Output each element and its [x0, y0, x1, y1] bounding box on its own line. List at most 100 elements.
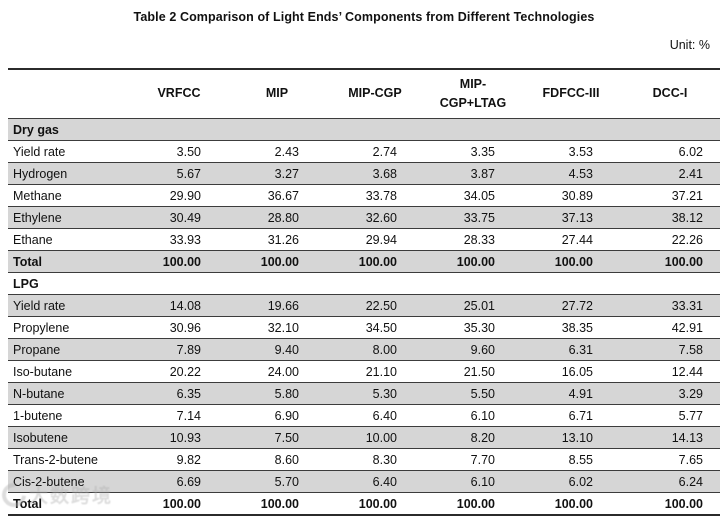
cell-value: 21.50 — [463, 364, 495, 379]
row-label: Yield rate — [13, 144, 66, 159]
column-header-mip: MIP — [265, 86, 289, 101]
cell-value: 6.10 — [470, 474, 495, 489]
cell-value: 6.31 — [568, 342, 593, 357]
cell-value: 7.70 — [470, 452, 495, 467]
cell-value: 100.00 — [664, 254, 703, 269]
cell-value: 6.69 — [176, 474, 201, 489]
cell-value: 100.00 — [358, 496, 397, 511]
row-label: Cis-2-butene — [13, 474, 85, 489]
column-header-fdfcc-iii: FDFCC-III — [542, 86, 600, 101]
cell-value: 5.67 — [176, 166, 201, 181]
cell-value — [130, 119, 228, 141]
table-row: Cis-2-butene 6.69 5.70 6.40 6.10 6.02 6.24 — [8, 470, 720, 493]
cell-value: 8.20 — [470, 430, 495, 445]
cell-value: 3.53 — [568, 144, 593, 159]
cell-value: 6.02 — [568, 474, 593, 489]
cell-value: 32.10 — [267, 320, 299, 335]
cell-value: 100.00 — [456, 496, 495, 511]
cell-value — [228, 273, 326, 295]
cell-value: 24.00 — [267, 364, 299, 379]
cell-value: 100.00 — [162, 496, 201, 511]
table-row: Propylene 30.96 32.10 34.50 35.30 38.35 42.91 — [8, 316, 720, 339]
cell-value — [620, 273, 720, 295]
cell-value — [522, 273, 620, 295]
cell-value: 29.94 — [365, 232, 397, 247]
table-row: Ethylene 30.49 28.80 32.60 33.75 37.13 38.12 — [8, 206, 720, 229]
cell-value: 3.35 — [470, 144, 495, 159]
row-label: Iso-butane — [13, 364, 73, 379]
cell-value: 100.00 — [358, 254, 397, 269]
cell-value: 7.14 — [176, 408, 201, 423]
unit-label: Unit: % — [669, 38, 710, 52]
cell-value: 10.93 — [169, 430, 201, 445]
cell-value: 27.72 — [561, 298, 593, 313]
cell-value: 31.26 — [267, 232, 299, 247]
cell-value: 100.00 — [554, 496, 593, 511]
row-label: Dry gas — [13, 122, 59, 137]
row-label: Trans-2-butene — [13, 452, 98, 467]
cell-value: 22.26 — [671, 232, 703, 247]
cell-value: 9.60 — [470, 342, 495, 357]
cell-value: 30.89 — [561, 188, 593, 203]
cell-value: 4.91 — [568, 386, 593, 401]
cell-value: 6.40 — [372, 408, 397, 423]
cell-value: 13.10 — [561, 430, 593, 445]
cell-value: 37.13 — [561, 210, 593, 225]
cell-value: 14.13 — [671, 430, 703, 445]
cell-value: 2.41 — [678, 166, 703, 181]
row-label: Hydrogen — [13, 166, 68, 181]
row-label: Propane — [13, 342, 61, 357]
cell-value: 6.24 — [678, 474, 703, 489]
row-label: Ethylene — [13, 210, 62, 225]
cell-value: 6.90 — [274, 408, 299, 423]
table-row: Propane 7.89 9.40 8.00 9.60 6.31 7.58 — [8, 338, 720, 361]
table-row: Methane 29.90 36.67 33.78 34.05 30.89 37.21 — [8, 184, 720, 207]
cell-value: 28.33 — [463, 232, 495, 247]
cell-value: 14.08 — [169, 298, 201, 313]
cell-value: 30.49 — [169, 210, 201, 225]
cell-value: 3.50 — [176, 144, 201, 159]
cell-value: 37.21 — [671, 188, 703, 203]
cell-value: 28.80 — [267, 210, 299, 225]
cell-value: 5.77 — [678, 408, 703, 423]
cell-value: 36.67 — [267, 188, 299, 203]
cell-value: 16.05 — [561, 364, 593, 379]
cell-value: 25.01 — [463, 298, 495, 313]
cell-value — [130, 273, 228, 295]
cell-value: 7.89 — [176, 342, 201, 357]
section-row: Dry gas — [8, 118, 720, 141]
table-body: Dry gas Yield rate 3.50 2.43 2.74 3.35 3.53 6.0… — [8, 118, 720, 516]
cell-value: 4.53 — [568, 166, 593, 181]
cell-value: 8.55 — [568, 452, 593, 467]
cell-value: 38.35 — [561, 320, 593, 335]
table-row: Trans-2-butene 9.82 8.60 8.30 7.70 8.55 7.65 — [8, 448, 720, 471]
cell-value: 22.50 — [365, 298, 397, 313]
cell-value: 3.29 — [678, 386, 703, 401]
table-row: Isobutene 10.93 7.50 10.00 8.20 13.10 14.13 — [8, 426, 720, 449]
cell-value: 3.68 — [372, 166, 397, 181]
row-label: N-butane — [13, 386, 65, 401]
row-label: Total — [13, 254, 42, 269]
cell-value: 9.82 — [176, 452, 201, 467]
table-row: Iso-butane 20.22 24.00 21.10 21.50 16.05 12.44 — [8, 360, 720, 383]
cell-value: 8.00 — [372, 342, 397, 357]
cell-value: 35.30 — [463, 320, 495, 335]
row-label: Propylene — [13, 320, 70, 335]
cell-value: 6.71 — [568, 408, 593, 423]
cell-value: 6.10 — [470, 408, 495, 423]
cell-value — [326, 119, 424, 141]
column-header-mip-cgp: MIP-CGP — [348, 86, 402, 101]
cell-value: 5.80 — [274, 386, 299, 401]
cell-value: 33.31 — [671, 298, 703, 313]
table-row: Ethane 33.93 31.26 29.94 28.33 27.44 22.26 — [8, 228, 720, 251]
cell-value: 30.96 — [169, 320, 201, 335]
cell-value: 7.50 — [274, 430, 299, 445]
table-row: 1-butene 7.14 6.90 6.40 6.10 6.71 5.77 — [8, 404, 720, 427]
cell-value — [424, 273, 522, 295]
cell-value: 20.22 — [169, 364, 201, 379]
header-row: VRFCC MIP MIP-CGP MIP- CGP+LTAG FDFCC-II… — [8, 69, 720, 119]
table-row: Yield rate 3.50 2.43 2.74 3.35 3.53 6.02 — [8, 140, 720, 163]
cell-value: 10.00 — [365, 430, 397, 445]
column-header-dcc-i: DCC-I — [652, 86, 688, 101]
table-row: Hydrogen 5.67 3.27 3.68 3.87 4.53 2.41 — [8, 162, 720, 185]
